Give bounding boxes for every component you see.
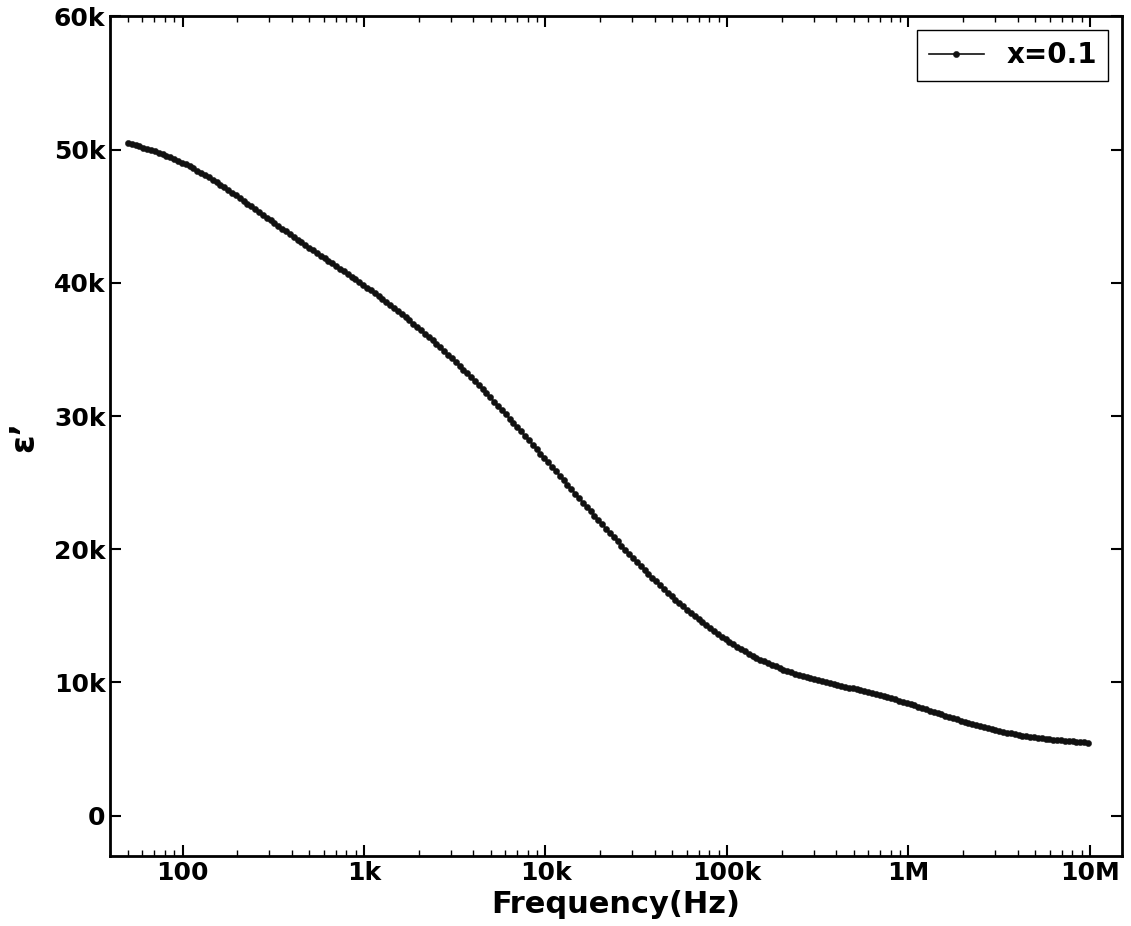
x=0.1 (578, 499, 592, 510)
Legend: x=0.1: x=0.1 (917, 31, 1108, 81)
x=0.1 (909, 700, 923, 711)
X-axis label: Frequency(Hz): Frequency(Hz) (492, 890, 741, 920)
x=0.1 (641, 569, 655, 580)
Line: x=0.1: x=0.1 (124, 140, 1093, 745)
x=0.1 (1083, 737, 1097, 748)
x=0.1 (121, 138, 135, 149)
Y-axis label: ε’: ε’ (7, 420, 40, 452)
x=0.1 (584, 506, 597, 517)
x=0.1 (693, 616, 707, 627)
x=0.1 (1060, 735, 1073, 746)
